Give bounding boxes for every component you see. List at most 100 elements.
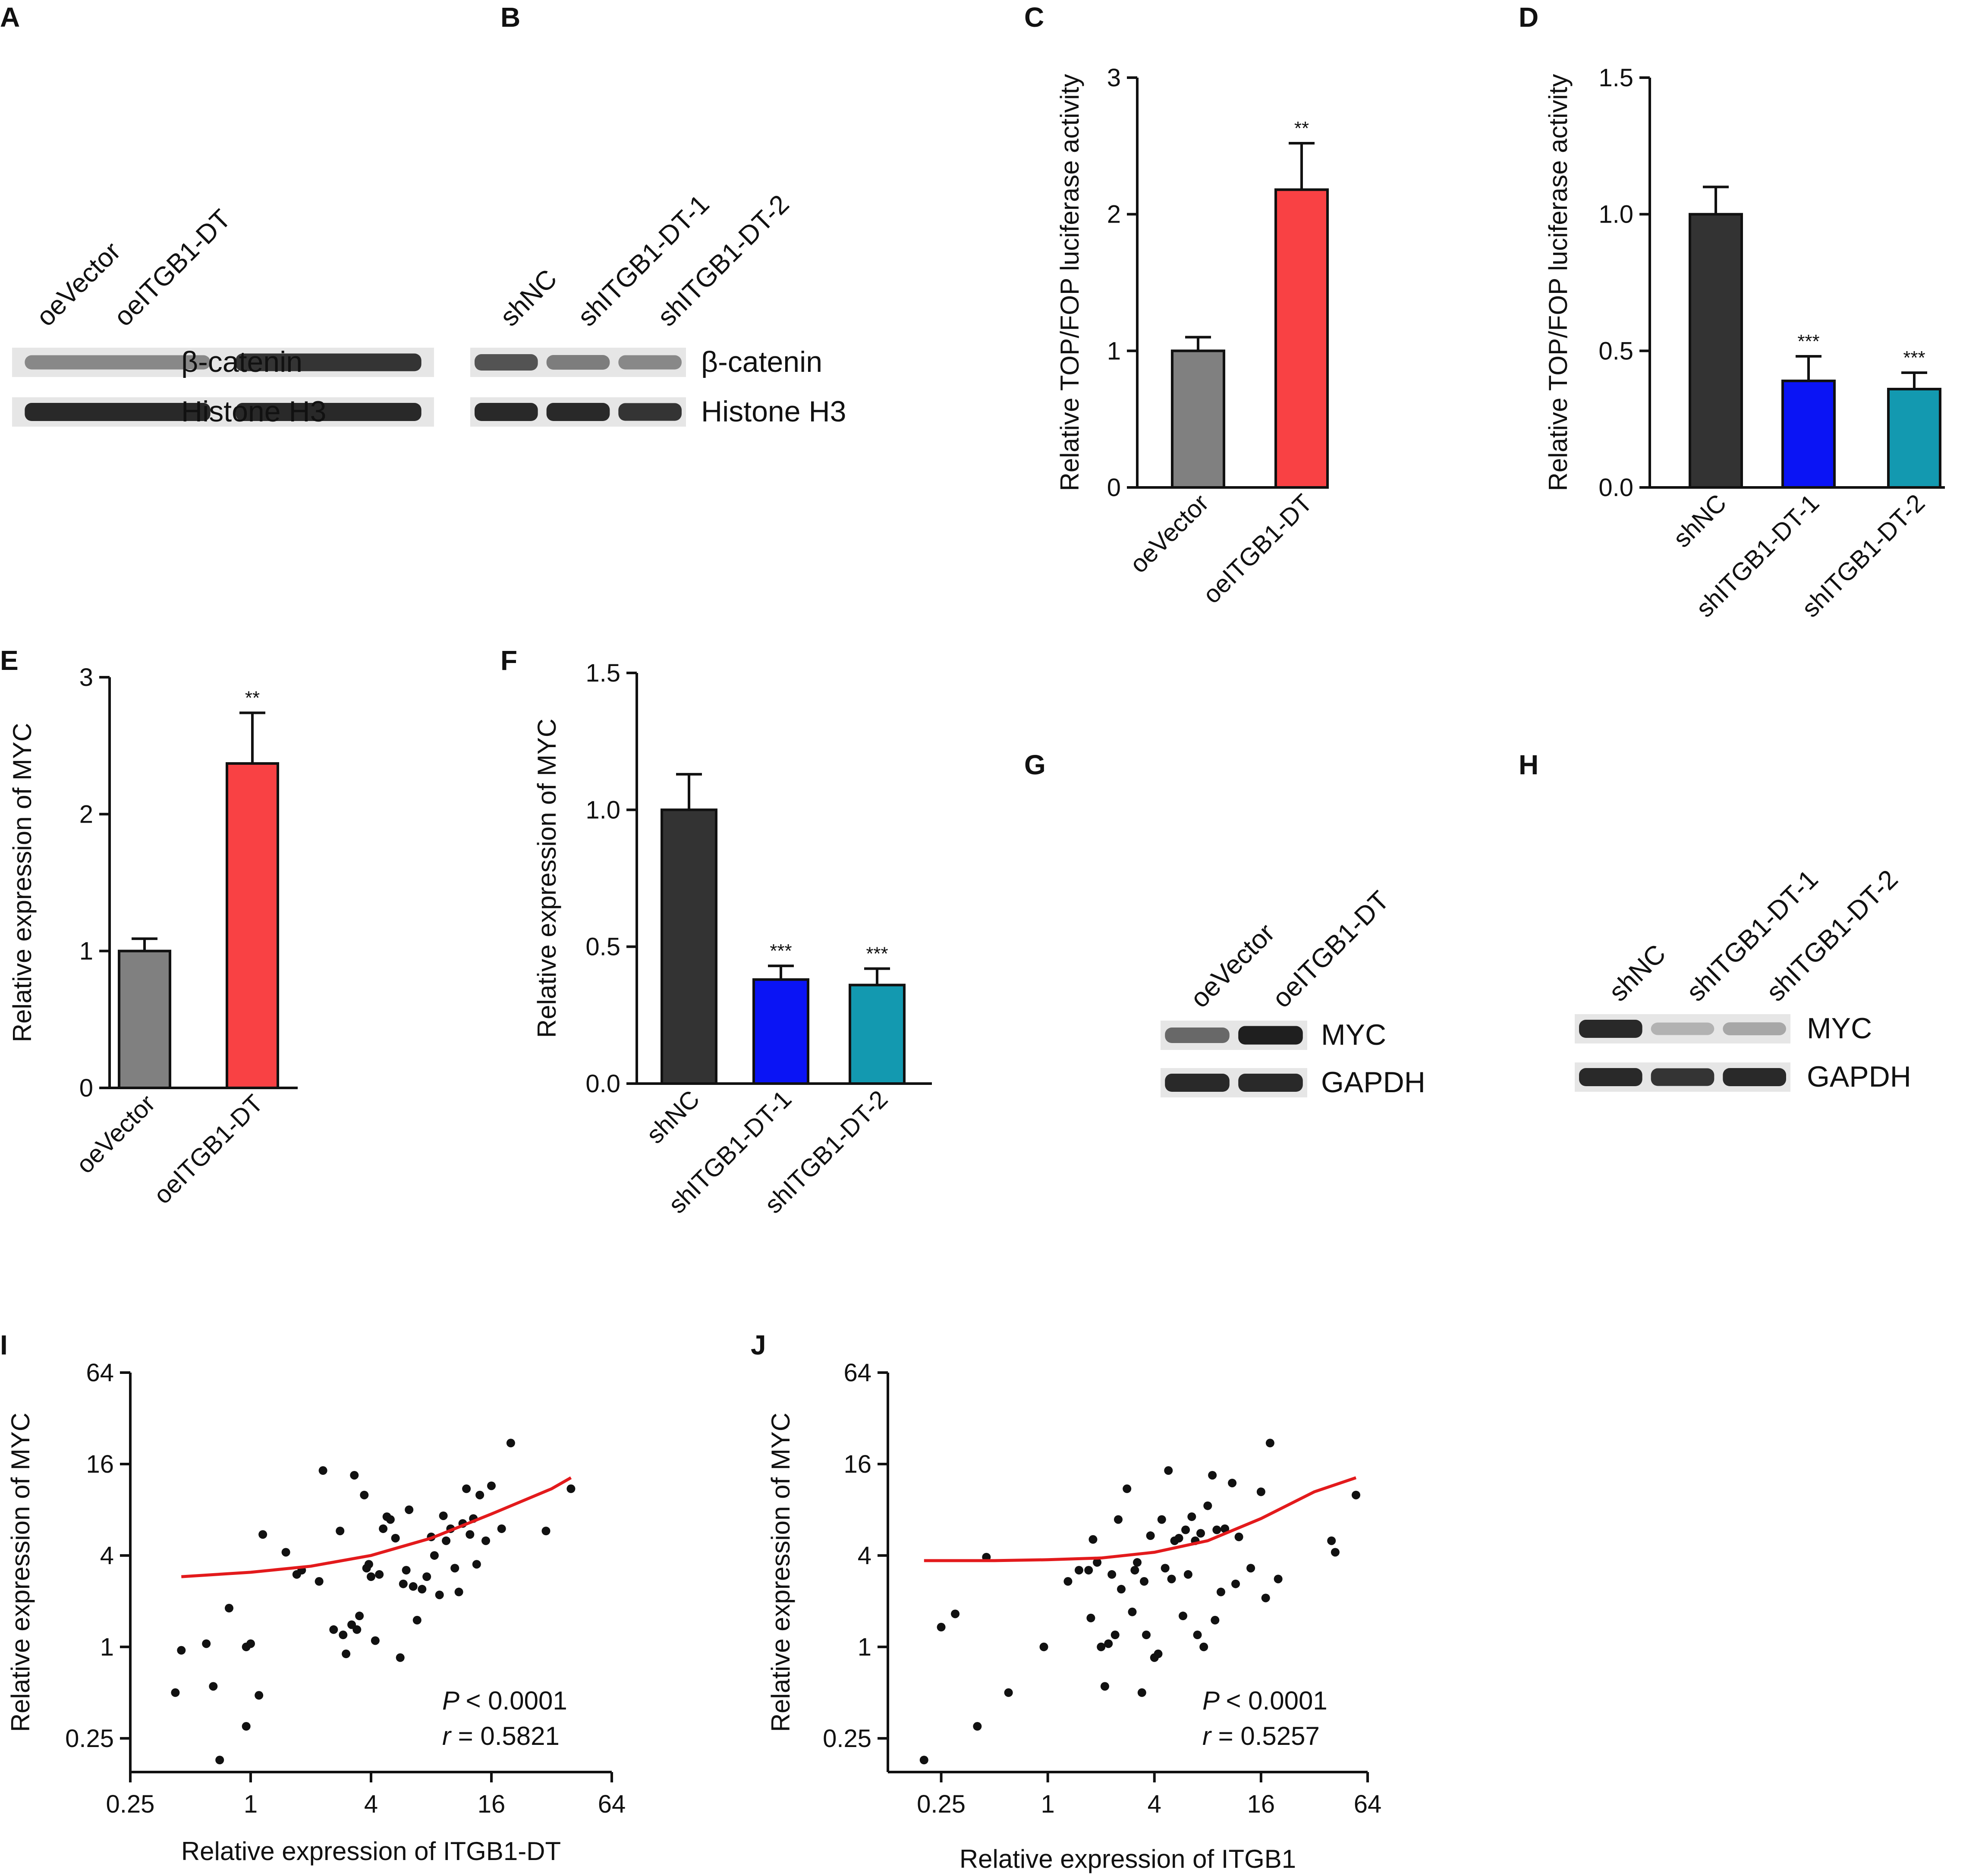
y-axis-label: Relative expression of MYC	[8, 723, 37, 1042]
data-point-60	[497, 1524, 506, 1533]
data-point-8	[1063, 1577, 1073, 1586]
data-point-39	[409, 1582, 418, 1591]
panel-label-a: A	[0, 2, 20, 33]
data-point-33	[1164, 1466, 1173, 1475]
data-point-42	[1193, 1631, 1202, 1640]
data-point-45	[1203, 1501, 1212, 1510]
data-point-23	[1130, 1566, 1139, 1575]
data-point-10	[255, 1691, 264, 1700]
significance-shitgb1-dt-2: ***	[866, 943, 888, 964]
data-point-1	[171, 1688, 180, 1697]
y-tick-label: 0.0	[585, 1070, 620, 1098]
data-point-56	[475, 1490, 484, 1499]
x-tick-label: 64	[598, 1790, 626, 1818]
data-point-30	[375, 1570, 384, 1579]
data-point-17	[1107, 1570, 1117, 1579]
data-point-49	[450, 1564, 459, 1573]
data-point-60	[1331, 1548, 1340, 1557]
y-tick-label: 1	[79, 937, 93, 965]
data-point-6	[1004, 1688, 1013, 1697]
data-point-9	[1074, 1566, 1083, 1575]
panel-label-d: D	[1519, 2, 1538, 33]
data-point-40	[1187, 1512, 1196, 1521]
data-point-16	[318, 1466, 327, 1475]
panel-label-f: F	[500, 645, 517, 676]
data-point-41	[418, 1585, 427, 1594]
scatter-chart-i: I 0.25 1 4 16 64 0.25 1 4 16 64 Relative expression…	[0, 1329, 626, 1866]
bar-shitgb1-dt-2	[849, 984, 906, 1085]
data-point-62	[566, 1484, 576, 1493]
y-tick-label: 0.5	[585, 933, 620, 961]
panel-label-g: G	[1024, 749, 1046, 780]
p-value: < 0.0001	[1226, 1686, 1327, 1715]
p-symbol: P	[442, 1686, 466, 1715]
data-point-24	[355, 1612, 364, 1621]
x-tick-label: 0.25	[106, 1790, 155, 1818]
blot-band-catenin-lane-1	[25, 355, 211, 370]
data-point-25	[1137, 1688, 1146, 1697]
data-point-21	[1123, 1484, 1132, 1493]
blot-band-myc-lane-1	[1579, 1020, 1642, 1038]
data-point-24	[1133, 1558, 1142, 1567]
band-label-histone-h3: Histone H3	[181, 395, 326, 428]
data-point-61	[1351, 1490, 1360, 1499]
data-point-3	[202, 1639, 211, 1648]
data-point-49	[1216, 1587, 1225, 1596]
p-value-text: P < 0.0001	[1202, 1686, 1328, 1715]
data-point-42	[422, 1572, 431, 1581]
x-axis-label: Relative expression of ITGB1-DT	[181, 1837, 561, 1866]
band-label-catenin: β-catenin	[701, 346, 822, 378]
y-tick-label: 0.0	[1598, 474, 1633, 502]
data-point-20	[342, 1650, 351, 1659]
data-point-23	[350, 1471, 359, 1480]
data-point-33	[386, 1515, 395, 1524]
bar-oevector	[118, 949, 171, 1090]
data-point-31	[379, 1524, 388, 1533]
data-point-2	[177, 1646, 186, 1655]
y-tick-label: 1.5	[585, 659, 620, 687]
data-point-57	[1261, 1593, 1270, 1603]
data-point-4	[973, 1722, 982, 1731]
y-axis-label: Relative TOP/FOP luciferase activity	[1055, 74, 1084, 491]
significance-oeitgb1-dt: **	[1294, 118, 1309, 139]
y-tick-label: 1	[1107, 337, 1121, 365]
y-axis-label: Relative expression of MYC	[532, 719, 561, 1038]
r-value-text: r = 0.5821	[442, 1722, 560, 1750]
band-label-myc: MYC	[1321, 1018, 1386, 1051]
data-point-40	[412, 1615, 422, 1625]
data-point-61	[541, 1527, 551, 1536]
data-point-57	[481, 1536, 491, 1545]
y-axis-label: Relative TOP/FOP luciferase activity	[1544, 74, 1573, 491]
data-point-7	[1039, 1642, 1048, 1651]
x-tick-label: 4	[1148, 1790, 1161, 1818]
p-symbol: P	[1202, 1686, 1226, 1715]
blot-band-histone-h3-lane-2	[546, 403, 610, 421]
data-point-48	[1212, 1525, 1221, 1534]
data-point-31	[1157, 1515, 1166, 1524]
bar-shnc	[1689, 213, 1743, 489]
scatter-chart-layer: I 0.25 1 4 16 64 0.25 1 4 16 64 Relative expression…	[0, 1329, 1381, 1873]
data-point-25	[360, 1490, 369, 1499]
data-point-53	[466, 1530, 475, 1539]
data-point-37	[1179, 1612, 1188, 1621]
y-tick-label: 16	[86, 1450, 114, 1478]
blot-band-gapdh-lane-2	[1238, 1074, 1303, 1092]
data-point-51	[1228, 1478, 1237, 1487]
data-point-17	[329, 1625, 338, 1634]
y-axis-label: Relative expression of MYC	[6, 1413, 35, 1732]
y-tick-label: 2	[1107, 201, 1121, 229]
data-point-9	[242, 1722, 251, 1731]
scatter-chart-j: J 0.25 1 4 16 64 0.25 1 4 16 64 Relative expression…	[751, 1329, 1381, 1873]
y-tick-label: 3	[79, 663, 93, 691]
blot-band-myc-lane-2	[1238, 1026, 1303, 1045]
band-label-histone-h3: Histone H3	[701, 395, 846, 428]
bar-shitgb1-dt-1	[1781, 380, 1836, 489]
data-point-19	[1114, 1515, 1123, 1524]
y-tick-label: 0.25	[65, 1725, 114, 1753]
panel-label-c: C	[1024, 2, 1044, 33]
blot-band-histone-h3-lane-2	[236, 403, 422, 421]
significance-shitgb1-dt-1: ***	[1797, 331, 1819, 352]
data-point-59	[506, 1439, 515, 1448]
data-point-58	[487, 1481, 496, 1490]
